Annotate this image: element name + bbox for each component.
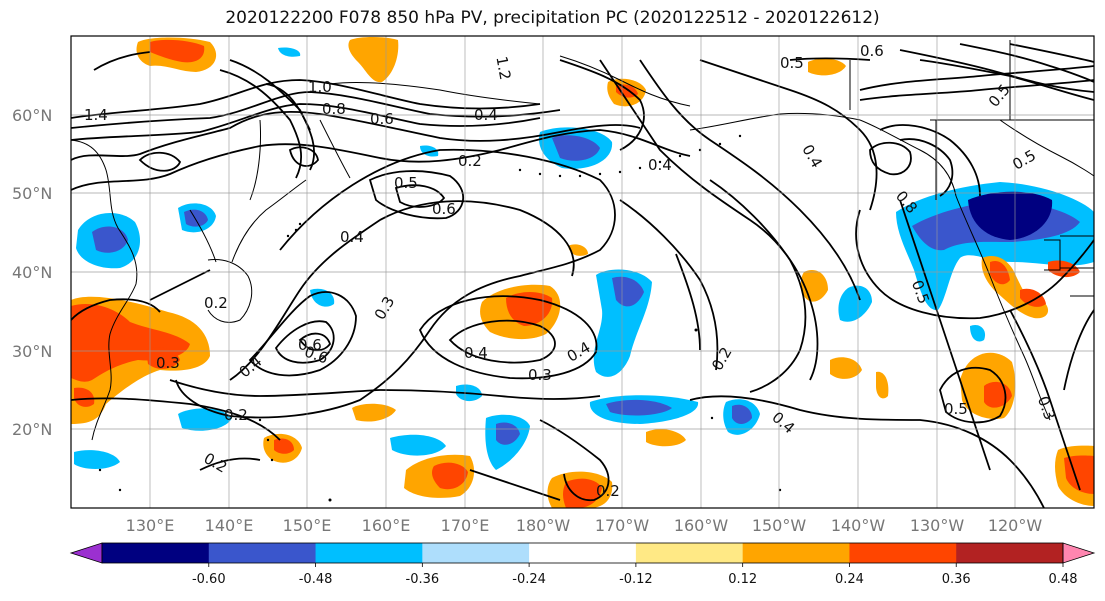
colorbar-swatch [849, 543, 957, 563]
contour-label: 0.2 [596, 482, 620, 500]
contour-label: 0.5 [780, 54, 804, 72]
colorbar: -0.60 -0.48 -0.36 -0.24 -0.12 0.12 0.24 0.36 0.4… [69, 542, 1096, 587]
colorbar-frame [101, 542, 1064, 564]
lon-label: 120°W [988, 516, 1043, 535]
contour-label: 1.4 [84, 106, 108, 124]
contour-label: 1.2 [492, 55, 514, 82]
lon-label: 180°W [516, 516, 571, 535]
coastlines [71, 40, 1094, 441]
lon-label: 130°W [910, 516, 965, 535]
contour-label: 0.4 [648, 156, 672, 174]
colorbar-tick-label: -0.60 [192, 572, 226, 587]
contour-label: 0.4 [474, 106, 498, 124]
longitude-labels: 130°E 140°E 150°E 160°E 170°E 180°W 170°… [126, 516, 1043, 535]
colorbar-tick-label: 0.12 [728, 572, 757, 587]
lat-label: 40°N [12, 263, 52, 282]
colorbar-tick-label: -0.24 [512, 572, 546, 587]
contour-label: 0.4 [464, 344, 488, 362]
colorbar-swatch [742, 543, 850, 563]
latitude-labels: 60°N 50°N 40°N 30°N 20°N [12, 106, 52, 439]
lon-label: 170°W [595, 516, 650, 535]
colorbar-extend-low [69, 542, 103, 564]
colorbar-swatch [422, 543, 530, 563]
contour-label: 0.3 [156, 354, 180, 372]
lon-label: 140°E [205, 516, 254, 535]
islands [98, 134, 782, 502]
contour-label: 0.6 [432, 200, 456, 218]
contour-label: 0.2 [224, 406, 248, 424]
lon-label: 160°W [674, 516, 729, 535]
colorbar-tick-label: 0.48 [1049, 572, 1078, 587]
lon-label: 150°E [283, 516, 332, 535]
lon-label: 150°W [752, 516, 807, 535]
lat-label: 30°N [12, 342, 52, 361]
contour-label: 0.6 [298, 336, 322, 354]
colorbar-tick-label: -0.36 [406, 572, 440, 587]
colorbar-swatch [315, 543, 423, 563]
colorbar-tick-label: 0.24 [835, 572, 864, 587]
lat-label: 50°N [12, 184, 52, 203]
colorbar-tick-label: 0.36 [942, 572, 971, 587]
contour-label: 0.6 [370, 110, 394, 128]
pv-contours [71, 43, 1094, 508]
lon-label: 130°E [126, 516, 175, 535]
colorbar-swatch [208, 543, 317, 563]
graticule [71, 36, 1094, 508]
contour-label: 0.5 [394, 174, 418, 192]
contour-label: 0.6 [860, 42, 884, 60]
lat-label: 20°N [12, 420, 52, 439]
lon-label: 170°E [441, 516, 490, 535]
colorbar-tick-label: -0.12 [619, 572, 653, 587]
contour-label: 0.5 [944, 400, 968, 418]
contour-label: 0.3 [528, 366, 552, 384]
contour-label: 0.2 [204, 294, 228, 312]
colorbar-swatch [635, 543, 744, 563]
lon-label: 140°W [831, 516, 886, 535]
contour-label: 0.2 [458, 152, 482, 170]
contour-label: 0.4 [340, 228, 364, 246]
contour-label: 0.8 [322, 100, 346, 118]
colorbar-swatch [956, 543, 1064, 563]
lon-label: 160°E [362, 516, 411, 535]
map-title: 2020122200 F078 850 hPa PV, precipitatio… [225, 8, 880, 28]
colorbar-extend-high [1062, 542, 1096, 564]
map-frame [70, 35, 1095, 509]
colorbar-swatch [102, 543, 210, 563]
colorbar-tick-label: -0.48 [299, 572, 333, 587]
lat-label: 60°N [12, 106, 52, 125]
contour-label: 1.0 [308, 78, 332, 96]
colorbar-swatch [529, 543, 637, 563]
